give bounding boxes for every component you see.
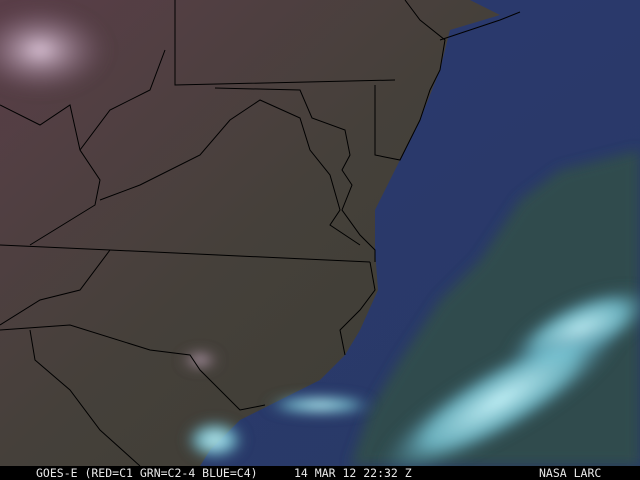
credit-label: NASA LARC (539, 466, 602, 480)
satellite-label: GOES-E (RED=C1 GRN=C2-4 BLUE=C4) (36, 466, 258, 480)
state-borders (0, 0, 521, 466)
satellite-map (0, 0, 640, 466)
clouds (0, 5, 640, 466)
datetime-label: 14 MAR 12 22:32 Z (294, 466, 412, 480)
caption-bar: GOES-E (RED=C1 GRN=C2-4 BLUE=C4) 14 MAR … (0, 466, 640, 480)
